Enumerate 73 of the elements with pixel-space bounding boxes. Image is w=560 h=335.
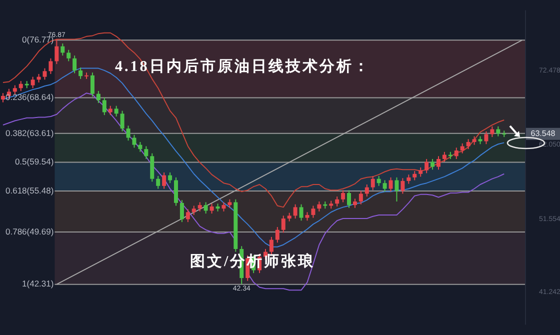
candlestick [460, 142, 464, 154]
ref-line-label: 0.618(55.48) [6, 185, 54, 196]
candlestick [120, 110, 124, 132]
candlestick [442, 151, 446, 162]
candlestick [430, 158, 435, 170]
candlestick [222, 202, 226, 212]
candlestick [317, 201, 322, 212]
candlestick [281, 215, 286, 234]
candlestick [293, 204, 298, 220]
candlestick [198, 202, 202, 212]
candlestick [311, 205, 316, 218]
candlestick [275, 226, 280, 244]
candlestick [376, 176, 381, 186]
ref-line-label: 0.236(68.64) [6, 92, 54, 102]
candlestick [394, 176, 399, 202]
candlestick [30, 76, 35, 89]
candlestick [102, 96, 106, 116]
candlestick [174, 176, 178, 206]
candlestick [406, 174, 411, 184]
candlestick [269, 236, 274, 256]
candlestick [156, 176, 160, 190]
candlestick [162, 172, 166, 190]
candlestick [335, 196, 340, 207]
candlestick [352, 198, 357, 208]
candlestick [186, 208, 190, 223]
ref-line-label: 0.5(59.54) [14, 156, 54, 167]
candlestick [454, 147, 458, 160]
candlestick [96, 90, 100, 104]
ref-line-label: 0.786(49.69) [6, 226, 54, 236]
ref-line-label: 0.382(63.61) [6, 128, 54, 138]
candlestick [144, 146, 148, 160]
candlestick [126, 125, 130, 142]
candlestick [204, 202, 208, 214]
text: 4.18日内后市原油日线技术分析： [115, 56, 370, 75]
candlestick [496, 126, 500, 137]
candlestick [114, 105, 118, 117]
candlestick [418, 167, 423, 178]
candlestick [42, 68, 47, 80]
candlestick [54, 38, 59, 65]
candlestick [466, 138, 470, 150]
candlestick [72, 55, 77, 74]
annotation: 63.548 [530, 129, 556, 138]
candlestick [66, 49, 71, 62]
candlestick [90, 72, 94, 98]
candlestick [347, 190, 352, 208]
candlestick [400, 178, 405, 194]
candlestick [382, 180, 387, 192]
candlestick [299, 204, 304, 222]
candlestick [150, 152, 154, 182]
candlestick [436, 156, 440, 170]
candlestick [341, 190, 346, 203]
candlestick [364, 184, 369, 198]
candlestick [210, 203, 214, 214]
candlestick [78, 67, 83, 80]
candlestick [180, 200, 184, 223]
ref-line-label: 1(42.31) [22, 278, 54, 289]
candlestick [60, 43, 65, 56]
candlestick [388, 176, 393, 192]
candlestick [138, 141, 142, 152]
candlestick [484, 130, 488, 145]
candlestick [0, 92, 5, 103]
candlestick [48, 58, 53, 74]
candlestick [132, 134, 136, 148]
candlestick [108, 105, 112, 116]
candlestick [424, 158, 429, 174]
candlestick [412, 170, 417, 181]
candlestick [18, 80, 23, 92]
candlestick [192, 205, 196, 216]
candlestick [12, 84, 17, 96]
candlestick [370, 176, 375, 191]
candlestick [358, 190, 363, 205]
candlestick [168, 172, 172, 184]
candlestick [490, 126, 494, 138]
